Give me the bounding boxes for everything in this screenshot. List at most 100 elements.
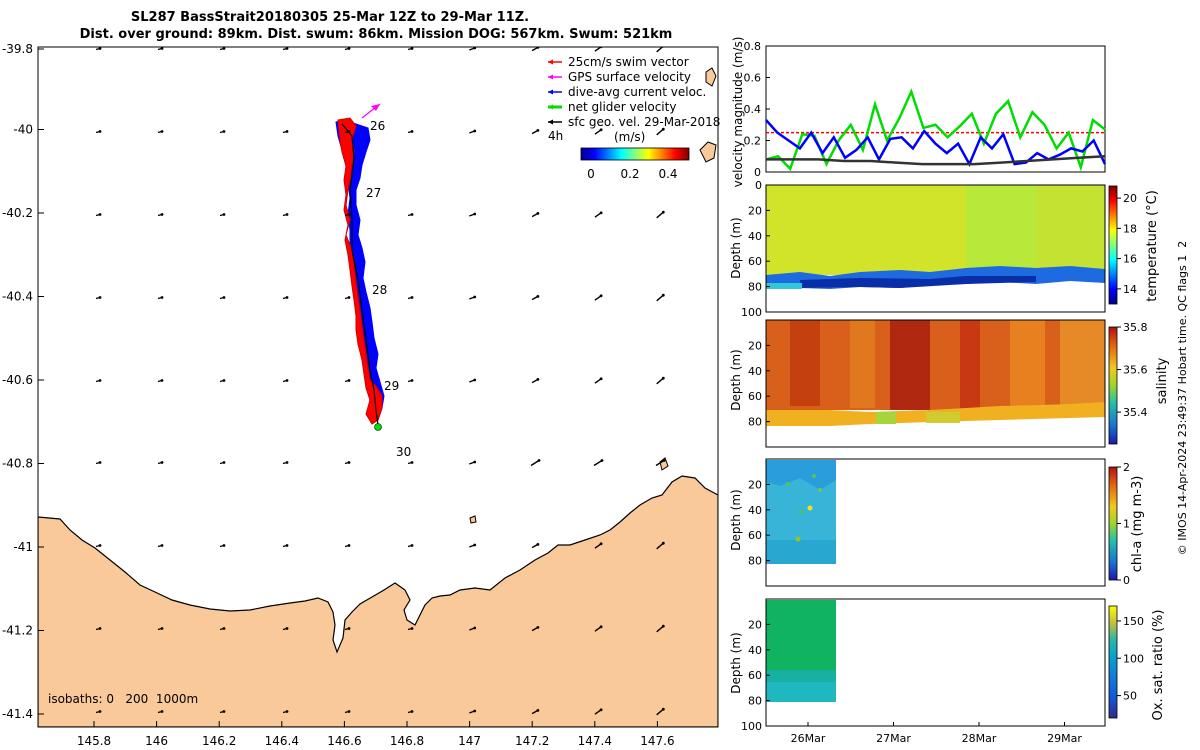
legend-label: dive-avg current veloc. — [568, 85, 706, 99]
lon-tick-label: 147.4 — [578, 734, 612, 748]
time-tick-label: 29Mar — [1047, 732, 1082, 745]
geo-velocity-arrow — [407, 710, 414, 714]
geo-velocity-arrow — [344, 461, 351, 465]
geo-velocity-arrow — [594, 625, 603, 632]
velocity-series-line — [766, 155, 1106, 166]
legend-arrowhead — [548, 89, 553, 95]
lat-tick-label: -40.2 — [2, 206, 33, 220]
lon-tick-label: 147.2 — [515, 734, 549, 748]
geo-velocity-arrow — [95, 130, 102, 134]
geo-velocity-arrow — [344, 296, 351, 300]
velocity-ylabel: velocity magnitude (m/s) — [731, 37, 745, 188]
colorbar-tick-label: 0 — [1123, 574, 1130, 587]
geo-velocity-arrow — [594, 708, 603, 715]
geo-velocity-arrow — [157, 544, 164, 548]
depth-tick-label: 20 — [748, 478, 762, 491]
geo-velocity-arrow — [344, 627, 351, 631]
depth-tick-label: 80 — [748, 281, 762, 294]
colorbar-tick-label: 18 — [1123, 222, 1137, 235]
lat-tick-label: -40.4 — [2, 290, 33, 304]
depth-tick-label: 0 — [755, 179, 762, 192]
depth-tick-label: 80 — [748, 695, 762, 708]
depth-tick-label: 80 — [748, 555, 762, 568]
colorbar-tick-label: 16 — [1123, 253, 1137, 266]
day-label: 28 — [372, 283, 387, 297]
oxygen-colorbar — [1108, 605, 1118, 719]
depth-tick-label: 40 — [748, 230, 762, 243]
title-line-1: SL287 BassStrait20180305 25-Mar 12Z to 2… — [131, 10, 529, 25]
map-panel: 26 27 28 29 30 -39.8 -40 -40.2 -40.4 -40.6 -4… — [2, 42, 721, 748]
legend-4h: 4h — [548, 129, 563, 143]
legend-label: 25cm/s swim vector — [568, 55, 689, 69]
colorbar-tick: 0.4 — [658, 167, 677, 181]
title-line-2: Dist. over ground: 89km. Dist. swum: 86k… — [80, 27, 673, 42]
geo-velocity-arrow — [344, 544, 351, 548]
geo-velocity-arrow — [531, 378, 540, 384]
geo-velocity-arrow — [656, 376, 665, 385]
chla-panel: 20 40 60 80 2 1 0 Depth (m) chl-a (mg m-3) — [729, 458, 1145, 587]
temperature-panel: 0 20 40 60 80 100 20 18 16 14 Depth (m) temperatu… — [729, 179, 1160, 319]
geo-velocity-arrow — [469, 378, 477, 383]
geo-velocity-arrow — [95, 544, 102, 548]
geo-velocity-arrow — [469, 626, 477, 631]
geo-velocity-arrow — [157, 627, 164, 631]
colorbar-tick-label: 20 — [1123, 192, 1137, 205]
geo-velocity-arrow — [344, 47, 351, 51]
geo-velocity-arrow — [157, 296, 164, 300]
geo-velocity-arrow — [219, 130, 226, 134]
lat-tick-label: -41.4 — [2, 707, 33, 721]
geo-velocity-arrow — [656, 293, 665, 302]
geo-velocity-arrow — [531, 129, 540, 135]
geo-velocity-arrow — [407, 627, 414, 631]
lon-tick-label: 147 — [458, 734, 481, 748]
geo-velocity-arrow — [95, 627, 102, 631]
depth-tick-label: 40 — [748, 504, 762, 517]
geo-velocity-arrow — [656, 624, 665, 633]
geo-velocity-arrow — [469, 460, 477, 465]
geo-velocity-arrow — [594, 128, 603, 135]
depth-tick-label: 80 — [748, 416, 762, 429]
geo-velocity-arrow — [407, 461, 414, 465]
geo-velocity-arrow — [469, 47, 477, 51]
geo-velocity-arrow — [219, 379, 226, 383]
isobaths-label: isobaths: 0 200 1000m — [48, 692, 198, 706]
depth-tick-label: 60 — [748, 669, 762, 682]
depth-tick-label: 20 — [748, 339, 762, 352]
colorbar-tick-label: 2 — [1123, 461, 1130, 474]
geo-velocity-arrow — [531, 212, 540, 218]
depth-tick-label: 40 — [748, 365, 762, 378]
geo-velocity-arrow — [531, 295, 540, 301]
glider-position — [374, 423, 382, 431]
geo-velocity-arrow — [594, 294, 603, 301]
geo-velocity-arrow — [95, 379, 102, 383]
geo-velocity-arrow — [469, 709, 477, 714]
salinity-panel: 20 40 60 80 35.8 35.6 35.4 Depth (m) salinity — [729, 319, 1170, 448]
geo-velocity-arrow — [157, 710, 164, 714]
lon-tick-label: 146 — [145, 734, 168, 748]
geo-velocity-arrow — [594, 377, 603, 384]
geo-velocity-arrow — [407, 296, 414, 300]
island — [699, 141, 717, 163]
geo-velocity-arrow — [282, 710, 289, 714]
footer-credit: © IMOS 14-Apr-2024 23:49:37 Hobart time.… — [1176, 241, 1189, 555]
velocity-tick-label: 0 — [754, 166, 761, 179]
legend-arrowhead — [548, 74, 553, 80]
geo-velocity-arrow — [219, 544, 226, 548]
chla-colorbar — [1108, 466, 1118, 581]
geo-velocity-arrow — [157, 213, 164, 217]
depth-tick-label: 100 — [741, 720, 762, 733]
salinity-clabel: salinity — [1155, 357, 1170, 404]
geo-velocity-arrow — [531, 626, 540, 632]
colorbar-tick-label: 1 — [1123, 518, 1130, 531]
geo-velocity-arrow — [531, 543, 540, 549]
geo-velocity-arrow — [219, 213, 226, 217]
geo-velocity-arrow — [157, 47, 164, 51]
temperature-colorbar — [1108, 185, 1118, 305]
day-label: 27 — [366, 186, 381, 200]
geo-velocity-arrow — [282, 544, 289, 548]
geo-velocity-arrow — [344, 379, 351, 383]
day-label: 29 — [384, 379, 399, 393]
velocity-tick-label: 0.6 — [744, 72, 762, 85]
colorbar-tick-label: 50 — [1123, 690, 1137, 703]
